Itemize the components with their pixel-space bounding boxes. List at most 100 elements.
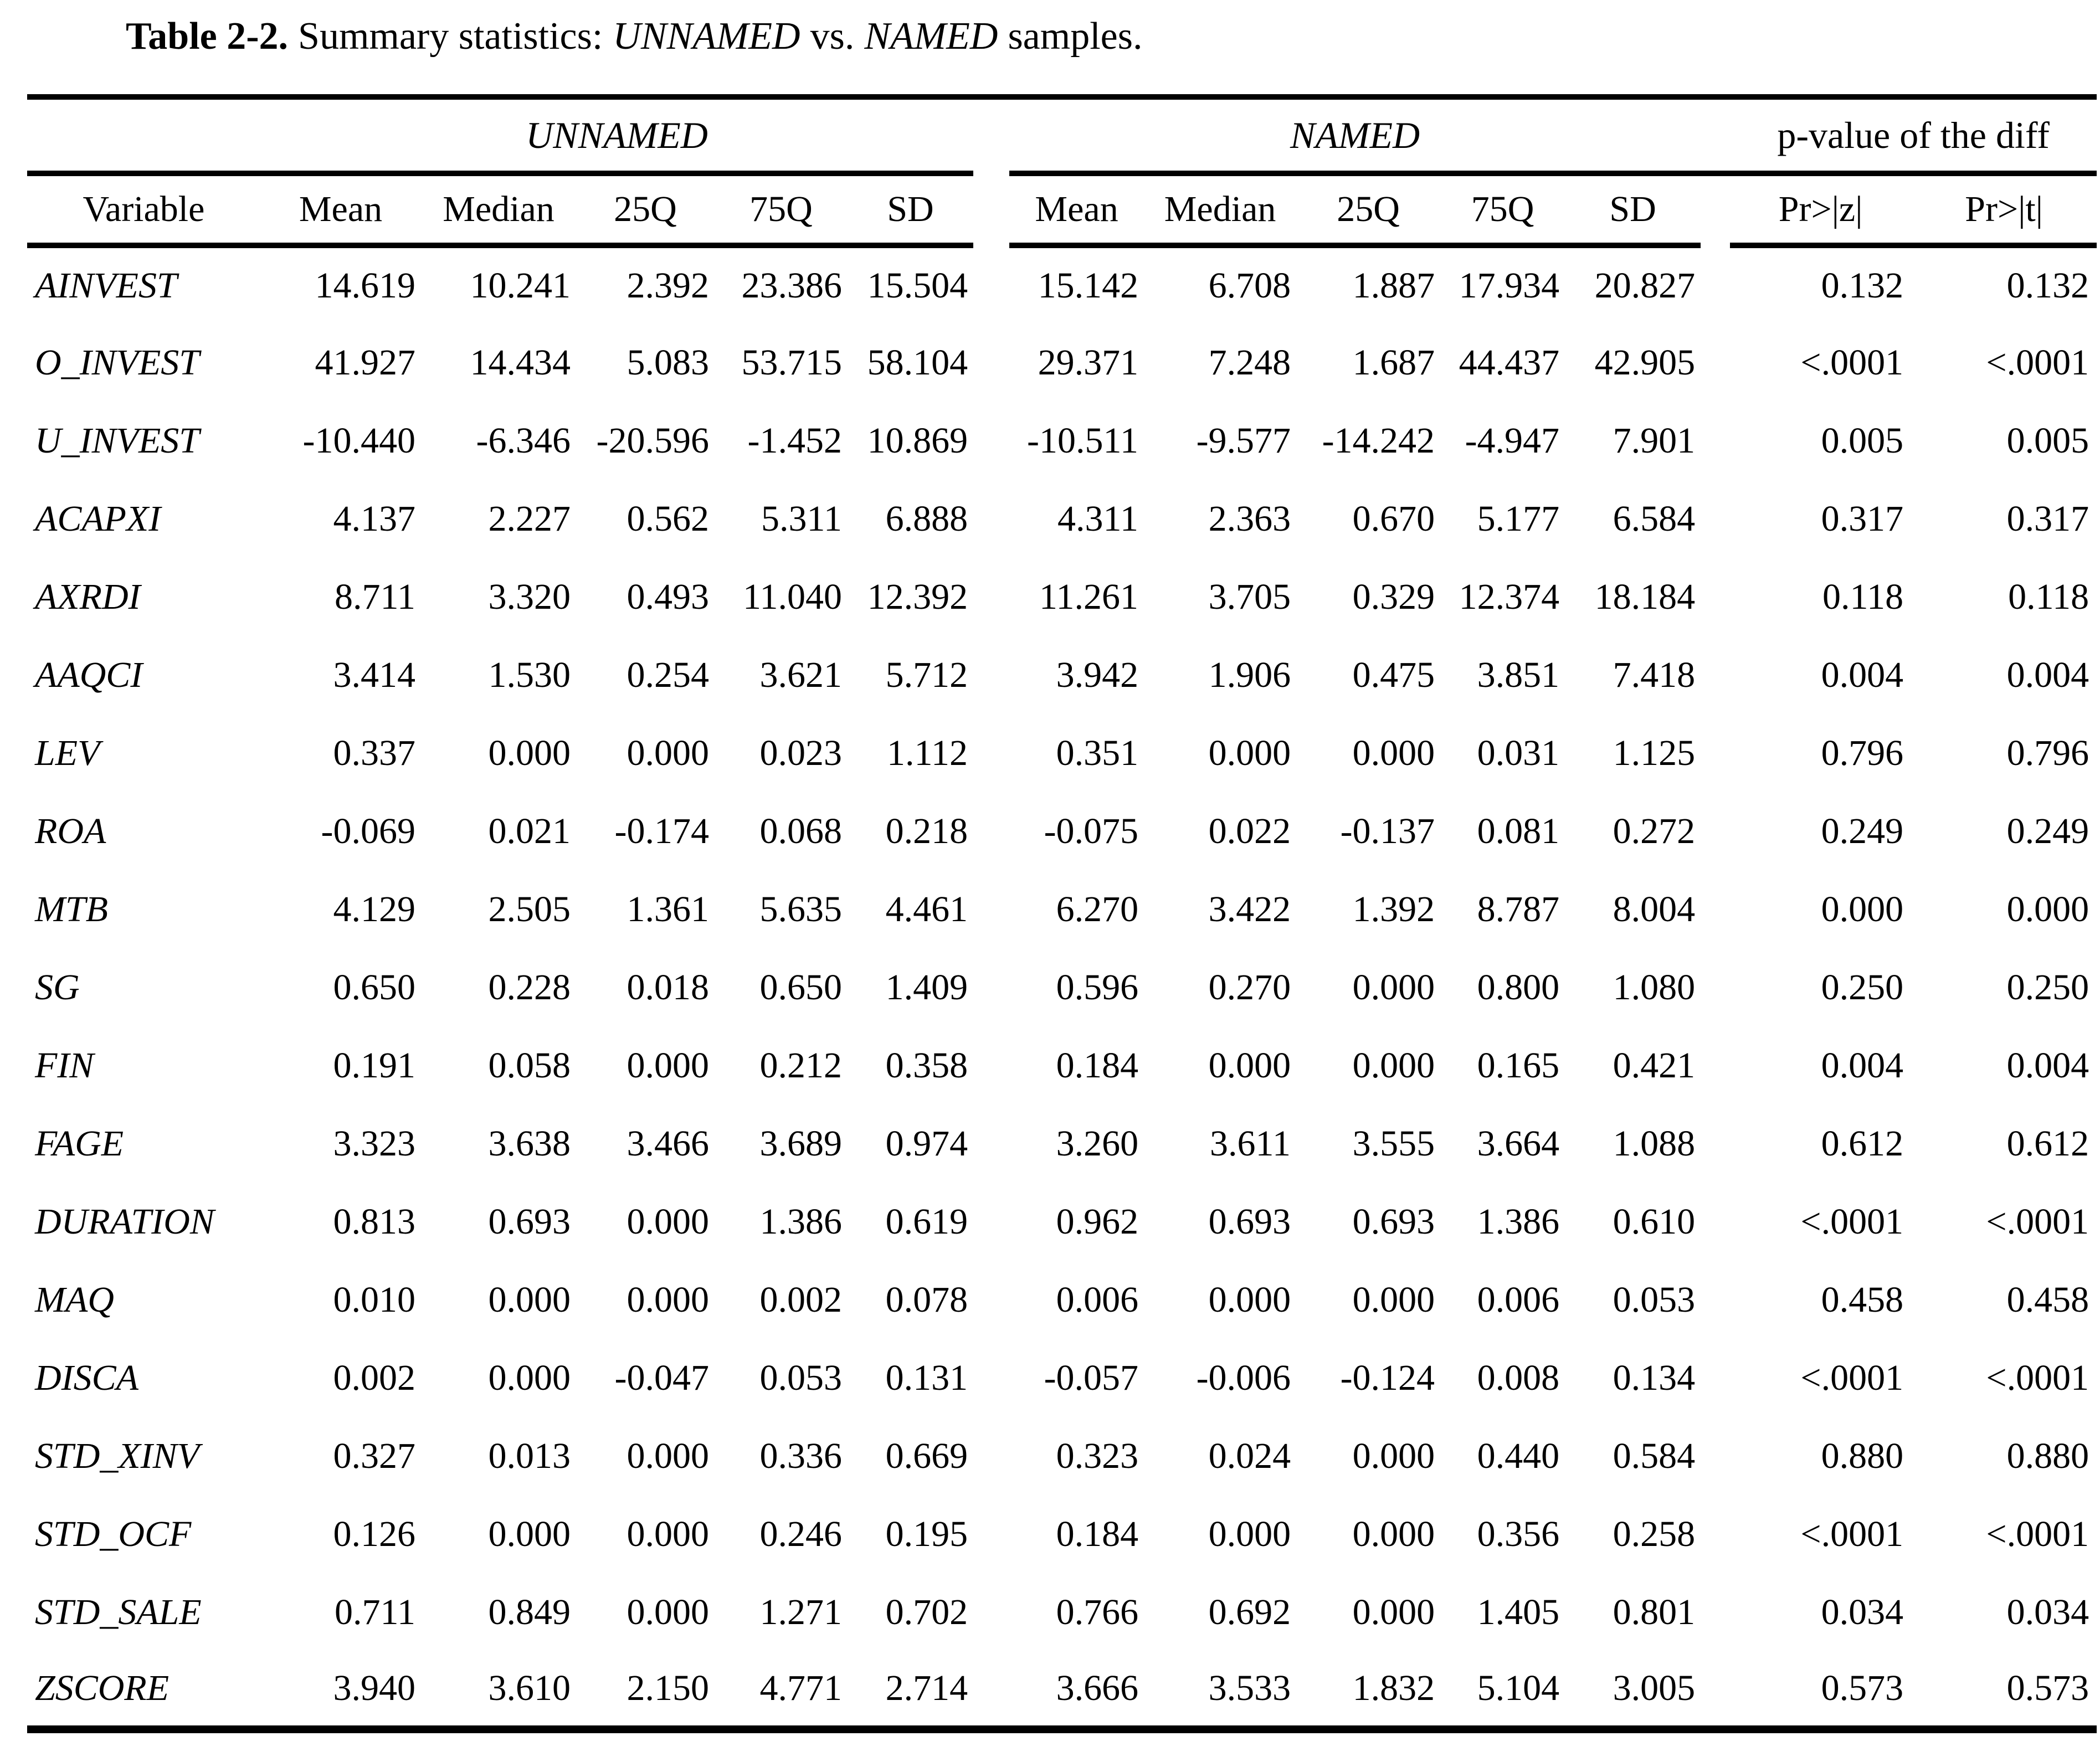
- column-gap: [973, 245, 1009, 323]
- named-stat-value: 1.386: [1477, 1201, 1560, 1242]
- unnamed-stat-value: 0.711: [334, 1591, 415, 1632]
- named-stat-value: 0.134: [1613, 1357, 1696, 1398]
- unnamed-stat-value: -0.174: [614, 810, 709, 851]
- unnamed-stat-value: 0.023: [759, 732, 843, 773]
- table-row: LEV 0.337 0.000 0.000 0.023 1.112 0.351 0.000 0.…: [27, 714, 2097, 792]
- variable-name: STD_XINV: [35, 1435, 199, 1476]
- named-stat-value: 3.260: [1056, 1123, 1139, 1164]
- table-row: FIN 0.191 0.058 0.000 0.212 0.358 0.184 0.000 0.…: [27, 1026, 2097, 1105]
- column-gap: [1701, 1261, 1730, 1339]
- named-stat-value: 0.022: [1208, 810, 1291, 851]
- named-stat-value: 0.184: [1056, 1045, 1139, 1086]
- column-gap: [973, 323, 1009, 402]
- p-value: 0.034: [2006, 1591, 2089, 1632]
- unnamed-stat-value: 14.619: [315, 265, 416, 306]
- p-value: 0.004: [1821, 654, 1904, 695]
- table-row: STD_OCF 0.126 0.000 0.000 0.246 0.195 0.184 0.0…: [27, 1495, 2097, 1573]
- group-header-variable-blank: [27, 94, 260, 176]
- column-header-unnamed-sd: SD: [848, 173, 974, 248]
- table-caption-group2: NAMED: [864, 15, 998, 58]
- named-stat-value: 7.901: [1613, 420, 1696, 461]
- named-stat-value: 0.351: [1056, 732, 1139, 773]
- unnamed-stat-value: 0.000: [627, 1201, 710, 1242]
- unnamed-stat-value: -6.346: [476, 420, 571, 461]
- named-stat-value: 0.024: [1208, 1435, 1291, 1476]
- unnamed-stat-value: 2.392: [627, 265, 710, 306]
- named-stat-value: 0.184: [1056, 1513, 1139, 1554]
- named-stat-value: 6.708: [1208, 265, 1291, 306]
- column-gap: [973, 714, 1009, 792]
- named-stat-value: 3.005: [1565, 1651, 1701, 1733]
- unnamed-stat-value: 0.000: [627, 1513, 710, 1554]
- unnamed-stat-value: 0.000: [488, 1279, 571, 1320]
- column-header-unnamed-mean: Mean: [260, 173, 421, 248]
- variable-name: O_INVEST: [35, 342, 199, 383]
- column-gap: [973, 1417, 1009, 1495]
- variable-name: LEV: [35, 732, 100, 773]
- p-value: 0.612: [1821, 1123, 1904, 1164]
- p-value: <.0001: [1986, 1201, 2089, 1242]
- variable-name: MAQ: [35, 1279, 114, 1320]
- column-gap: [973, 636, 1009, 714]
- unnamed-stat-value: 2.714: [848, 1651, 974, 1733]
- column-header-named-25q: 25Q: [1296, 173, 1441, 248]
- named-stat-value: 0.006: [1477, 1279, 1560, 1320]
- variable-name: STD_OCF: [35, 1513, 192, 1554]
- unnamed-stat-value: 53.715: [741, 342, 843, 383]
- column-gap: [973, 173, 1009, 245]
- unnamed-stat-value: 0.669: [885, 1435, 968, 1476]
- column-gap: [973, 1261, 1009, 1339]
- unnamed-stat-value: 6.888: [885, 498, 968, 539]
- unnamed-stat-value: 0.212: [759, 1045, 843, 1086]
- column-gap: [1701, 1417, 1730, 1495]
- column-gap: [1701, 792, 1730, 870]
- named-stat-value: 0.000: [1352, 1279, 1435, 1320]
- variable-name: U_INVEST: [35, 420, 199, 461]
- named-stat-value: -0.124: [1340, 1357, 1435, 1398]
- unnamed-stat-value: 5.311: [761, 498, 842, 539]
- named-stat-value: 18.184: [1594, 576, 1696, 617]
- named-stat-value: 0.000: [1208, 1045, 1291, 1086]
- unnamed-stat-value: 0.358: [885, 1045, 968, 1086]
- named-stat-value: 0.670: [1352, 498, 1435, 539]
- unnamed-stat-value: -1.452: [747, 420, 842, 461]
- unnamed-stat-value: 3.621: [759, 654, 843, 695]
- table-body: AINVEST 14.619 10.241 2.392 23.386 15.504 15.1…: [27, 245, 2097, 1733]
- p-value: 0.118: [1822, 576, 1904, 617]
- unnamed-stat-value: 0.813: [333, 1201, 416, 1242]
- p-value: <.0001: [1800, 1201, 1904, 1242]
- column-gap: [1701, 1651, 1731, 1733]
- table-row: STD_XINV 0.327 0.013 0.000 0.336 0.669 0.323 0.…: [27, 1417, 2097, 1495]
- column-gap: [1701, 323, 1730, 402]
- named-stat-value: 1.405: [1477, 1591, 1560, 1632]
- column-gap: [1701, 714, 1730, 792]
- unnamed-stat-value: 0.068: [759, 810, 843, 851]
- named-stat-value: 0.610: [1613, 1201, 1696, 1242]
- column-gap: [1701, 1339, 1730, 1417]
- named-stat-value: 1.080: [1613, 967, 1696, 1008]
- named-stat-value: 6.584: [1613, 498, 1696, 539]
- named-stat-value: 0.329: [1352, 576, 1435, 617]
- unnamed-stat-value: 0.218: [885, 810, 968, 851]
- named-stat-value: 11.261: [1039, 576, 1139, 617]
- unnamed-stat-value: 58.104: [867, 342, 968, 383]
- named-stat-value: 0.692: [1208, 1591, 1291, 1632]
- unnamed-stat-value: 0.021: [488, 810, 571, 851]
- unnamed-stat-value: 14.434: [470, 342, 571, 383]
- named-stat-value: 0.165: [1477, 1045, 1560, 1086]
- table-caption: Table 2-2. Summary statistics: UNNAMED vs. N…: [0, 0, 2100, 94]
- column-header-named-median: Median: [1144, 173, 1297, 248]
- p-value: 0.000: [2006, 888, 2089, 929]
- named-stat-value: 6.270: [1056, 888, 1139, 929]
- unnamed-stat-value: 0.000: [627, 1279, 710, 1320]
- unnamed-stat-value: 3.689: [759, 1123, 843, 1164]
- unnamed-stat-value: 0.000: [488, 1357, 571, 1398]
- p-value: 0.132: [1821, 265, 1904, 306]
- p-value: <.0001: [1800, 1357, 1904, 1398]
- named-stat-value: 20.827: [1594, 265, 1696, 306]
- unnamed-stat-value: 5.712: [885, 654, 968, 695]
- unnamed-stat-value: -0.069: [321, 810, 415, 851]
- named-stat-value: 0.000: [1352, 1513, 1435, 1554]
- named-stat-value: 0.008: [1477, 1357, 1560, 1398]
